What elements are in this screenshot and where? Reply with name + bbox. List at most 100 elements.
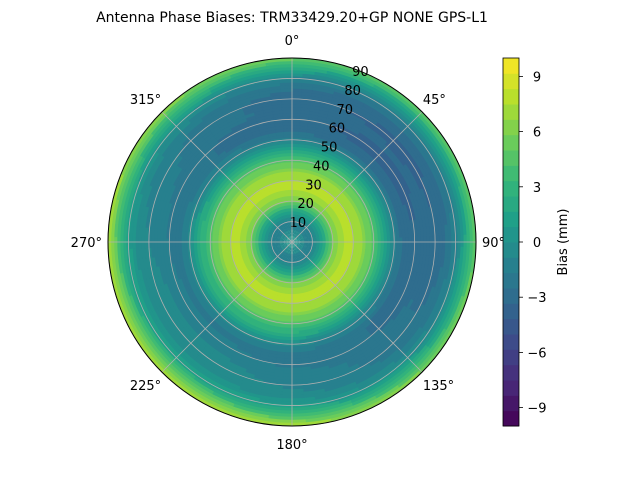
bias-cell [386,244,391,254]
bias-cell [239,232,244,238]
bias-cell [140,169,150,184]
bias-cell [397,111,411,124]
bias-cell [233,367,246,376]
bias-cell [287,236,291,240]
bias-cell [165,134,177,147]
bias-cell [233,347,245,355]
bias-cell [173,111,187,124]
bias-cell [354,355,367,365]
bias-cell [168,321,180,334]
bias-cell [332,350,343,359]
bias-cell [336,78,352,87]
bias-cell [312,391,326,398]
bias-cell [291,367,302,372]
bias-cell [290,94,304,99]
bias-cell [204,342,216,353]
bias-cell [285,256,288,261]
bias-cell [294,239,299,242]
bias-cell [265,167,273,174]
bias-cell [156,188,165,201]
bias-cell [413,156,424,170]
bias-cell [145,183,154,197]
bias-cell [220,243,225,250]
bias-cell [434,266,441,280]
bias-cell [190,230,195,240]
bias-cell [236,87,250,96]
bias-cell [291,183,297,187]
bias-cell [186,363,200,375]
bias-cell [289,204,293,209]
bias-cell [242,348,253,356]
bias-cell [382,329,394,341]
bias-cell [244,76,259,84]
bias-cell [244,111,257,119]
bias-cell [243,148,253,156]
bias-cell [297,232,302,236]
bias-cell [197,204,205,214]
bias-cell [144,310,155,325]
bias-cell [293,250,296,255]
bias-cell [294,247,298,251]
bias-cell [293,229,295,234]
bias-cell [300,237,305,240]
bias-cell [289,272,293,277]
bias-cell [287,232,290,237]
bias-cell [284,255,287,260]
bias-cell [286,253,289,258]
bias-cell [295,183,301,188]
bias-cell [255,74,271,81]
bias-cell [289,247,291,252]
bias-cell [188,361,201,373]
bias-cell [144,159,155,174]
bias-cell [218,100,232,110]
bias-cell [263,242,268,246]
bias-cell [152,265,159,278]
bias-cell [243,345,254,353]
bias-cell [155,153,166,167]
bias-cell [224,112,237,121]
bias-cell [196,210,202,220]
bias-cell [328,234,333,239]
bias-cell [183,198,190,209]
bias-cell [251,348,262,355]
bias-cell [283,204,288,210]
bias-cell [220,139,231,149]
bias-cell [291,370,303,375]
bias-cell [347,112,360,121]
bias-cell [289,275,293,280]
bias-cell [284,227,288,232]
bias-cell [285,195,290,200]
bias-cell [433,288,442,302]
bias-cell [197,270,205,280]
bias-cell [123,258,130,273]
bias-cell [258,127,270,134]
bias-cell [228,378,242,388]
bias-cell [330,345,341,353]
bias-cell [291,131,301,135]
bias-cell [230,140,241,149]
bias-cell [291,312,298,317]
bias-cell [400,296,409,308]
bias-cell [172,140,184,153]
bias-cell [419,188,428,201]
bias-cell [290,72,305,77]
bias-cell [377,232,382,240]
bias-cell [393,206,400,217]
bias-cell [175,113,189,126]
bias-cell [290,85,305,90]
bias-cell [286,233,290,237]
bias-cell [421,176,430,189]
bias-cell [244,342,255,350]
bias-cell [332,93,346,102]
bias-cell [276,238,281,240]
bias-cell [167,335,179,348]
bias-cell [215,265,222,273]
bias-cell [370,261,377,270]
bias-cell [428,184,436,198]
bias-cell [405,270,412,281]
bias-cell [125,269,132,285]
bias-cell [291,106,303,111]
bias-cell [217,355,230,365]
bias-cell [302,234,307,238]
bias-cell [309,327,319,333]
